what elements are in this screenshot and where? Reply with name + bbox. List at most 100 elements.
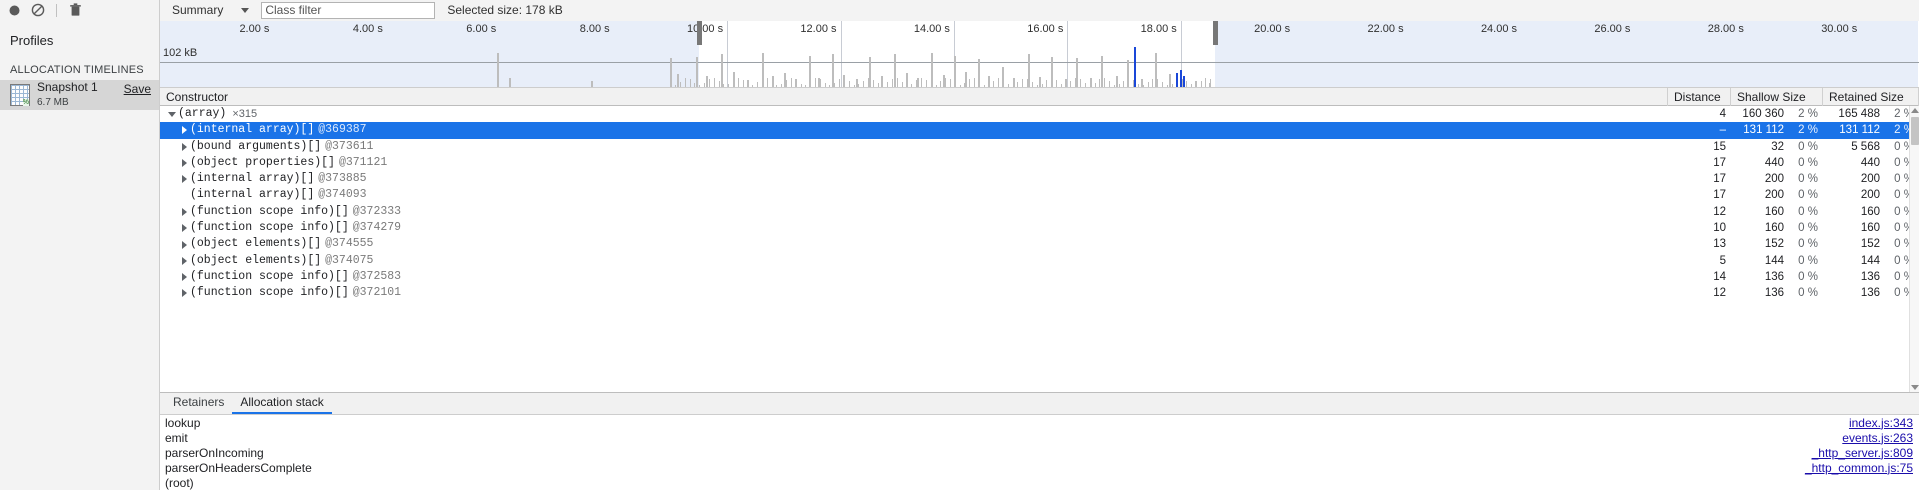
timeline-bar bbox=[863, 80, 865, 87]
timeline-bar bbox=[959, 85, 961, 87]
cell-retained-size: 136 0 % bbox=[1823, 285, 1919, 301]
chevron-right-icon[interactable] bbox=[178, 273, 190, 282]
stack-function-name: parserOnHeadersComplete bbox=[165, 460, 312, 475]
timeline-bar bbox=[1051, 56, 1054, 87]
chevron-right-icon[interactable] bbox=[178, 240, 190, 249]
timeline-bar bbox=[684, 78, 686, 87]
chevron-right-icon[interactable] bbox=[178, 142, 190, 151]
allocation-stack-row[interactable]: emit events.js:263 bbox=[160, 430, 1919, 445]
table-row[interactable]: (object elements)[] @374555 13 152 0 % 152 0 % bbox=[160, 236, 1919, 252]
size-value: 160 bbox=[1764, 222, 1784, 235]
scroll-up-arrow-icon[interactable] bbox=[1911, 108, 1919, 113]
table-row[interactable]: (function scope info)[] @372583 14 136 0 % 13… bbox=[160, 269, 1919, 285]
size-value: 136 bbox=[1764, 287, 1784, 300]
stack-source-link[interactable]: _http_server.js:809 bbox=[1811, 445, 1913, 460]
column-header-distance[interactable]: Distance bbox=[1668, 87, 1731, 106]
cell-shallow-size: 160 0 % bbox=[1731, 204, 1823, 220]
table-row[interactable]: (bound arguments)[] @373611 15 32 0 % 5 568 0 … bbox=[160, 139, 1919, 155]
timeline-bar bbox=[988, 84, 990, 87]
timeline-bar bbox=[772, 75, 775, 87]
table-row[interactable]: (function scope info)[] @372333 12 160 0 % 16… bbox=[160, 204, 1919, 220]
table-row[interactable]: (object properties)[] @371121 17 440 0 % 440 0… bbox=[160, 155, 1919, 171]
timeline-bar bbox=[677, 73, 680, 87]
timeline-bar bbox=[1070, 81, 1072, 87]
chevron-right-icon[interactable] bbox=[178, 224, 190, 233]
timeline-bar bbox=[817, 77, 820, 87]
table-row[interactable]: (function scope info)[] @374279 10 160 0 % 16… bbox=[160, 220, 1919, 236]
stack-source-link[interactable]: _http_common.js:75 bbox=[1804, 460, 1913, 475]
constructor-name: (internal array)[] bbox=[190, 172, 315, 186]
save-snapshot-link[interactable]: Save bbox=[123, 82, 151, 96]
cell-shallow-size: 440 0 % bbox=[1731, 155, 1823, 171]
cell-distance: 17 bbox=[1713, 173, 1726, 186]
cell-shallow-size: 160 360 2 % bbox=[1731, 106, 1823, 122]
timeline-y-label: 102 kB bbox=[163, 47, 198, 59]
allocation-stack-row[interactable]: parserOnHeadersComplete _http_common.js:7… bbox=[160, 460, 1919, 475]
timeline-bar bbox=[824, 82, 826, 87]
tab-retainers[interactable]: Retainers bbox=[173, 395, 225, 409]
chevron-right-icon[interactable] bbox=[178, 256, 190, 265]
table-row[interactable]: (array) ×315 4 160 360 2 % 165 488 2 % bbox=[160, 106, 1919, 122]
allocation-stack-list: lookup index.js:343 emit events.js:263 parse… bbox=[160, 415, 1919, 490]
timeline-bar bbox=[1104, 78, 1106, 87]
cell-constructor: (object elements)[] @374555 bbox=[160, 236, 1668, 252]
instance-count: ×315 bbox=[232, 108, 258, 120]
trash-icon[interactable] bbox=[67, 2, 83, 18]
timeline-tick-label: 16.00 s bbox=[1027, 23, 1064, 35]
timeline-bar bbox=[974, 78, 976, 87]
allocation-stack-row[interactable]: parserOnIncoming _http_server.js:809 bbox=[160, 445, 1919, 460]
chevron-right-icon[interactable] bbox=[178, 289, 190, 298]
timeline-bar bbox=[916, 79, 918, 87]
column-header-shallow-size[interactable]: Shallow Size bbox=[1731, 87, 1823, 106]
timeline-selection-handle-left[interactable] bbox=[696, 21, 702, 45]
table-row[interactable]: (internal array)[] @369387 – 131 112 2 % 131 … bbox=[160, 122, 1919, 139]
chevron-right-icon[interactable] bbox=[178, 207, 190, 216]
timeline-bar bbox=[983, 84, 985, 87]
timeline-bar bbox=[819, 78, 821, 87]
chevron-right-icon[interactable] bbox=[178, 175, 190, 184]
stack-source-link[interactable]: events.js:263 bbox=[1842, 430, 1913, 445]
timeline-tick bbox=[1067, 21, 1069, 87]
column-header-constructor[interactable]: Constructor bbox=[160, 87, 1668, 106]
timeline-bar bbox=[1031, 82, 1033, 87]
no-entry-icon[interactable] bbox=[30, 2, 46, 18]
table-row[interactable]: (internal array)[] @373885 17 200 0 % 200 0 % bbox=[160, 171, 1919, 187]
table-row[interactable]: (function scope info)[] @372101 12 136 0 % 13… bbox=[160, 285, 1919, 301]
allocation-stack-row[interactable]: (root) bbox=[160, 475, 1919, 490]
timeline-bar bbox=[905, 72, 908, 87]
allocation-timeline-chart[interactable]: 102 kB 2.00 s 4.00 s 6.00 s 8.00 s 10.00 s 12… bbox=[160, 21, 1919, 88]
size-percent: 0 % bbox=[1798, 270, 1818, 283]
size-value: 136 bbox=[1764, 270, 1784, 283]
scroll-down-arrow-icon[interactable] bbox=[1911, 385, 1919, 390]
tab-allocation-stack[interactable]: Allocation stack bbox=[232, 392, 332, 414]
timeline-tick-label: 20.00 s bbox=[1254, 23, 1291, 35]
timeline-bar bbox=[1190, 84, 1192, 87]
timeline-bar bbox=[965, 71, 968, 87]
constructor-name: (object elements)[] bbox=[190, 237, 322, 251]
table-vertical-scrollbar[interactable] bbox=[1909, 106, 1919, 392]
timeline-bar bbox=[757, 82, 759, 87]
class-filter-input[interactable] bbox=[261, 1, 436, 19]
cell-shallow-size: 200 0 % bbox=[1731, 171, 1823, 187]
chevron-right-icon[interactable] bbox=[178, 126, 190, 135]
cell-constructor: (bound arguments)[] @373611 bbox=[160, 139, 1668, 155]
table-row[interactable]: (object elements)[] @374075 5 144 0 % 144 0 % bbox=[160, 253, 1919, 269]
chevron-right-icon[interactable] bbox=[178, 159, 190, 168]
chevron-down-icon[interactable] bbox=[166, 111, 178, 117]
scrollbar-thumb[interactable] bbox=[1911, 117, 1919, 145]
record-circle-icon[interactable] bbox=[6, 2, 22, 18]
timeline-bar bbox=[508, 77, 511, 87]
timeline-bar bbox=[1036, 84, 1038, 87]
timeline-bar bbox=[814, 78, 816, 87]
allocation-stack-row[interactable]: lookup index.js:343 bbox=[160, 415, 1919, 430]
timeline-bar bbox=[892, 78, 894, 87]
sidebar-item-snapshot-1[interactable]: Snapshot 1 6.7 MB Save bbox=[0, 80, 159, 110]
view-mode-select[interactable]: Summary bbox=[170, 2, 253, 19]
column-header-retained-size[interactable]: Retained Size bbox=[1823, 87, 1919, 106]
table-row[interactable]: (internal array)[] @374093 17 200 0 % 200 0 % bbox=[160, 187, 1919, 203]
timeline-selection-handle-right[interactable] bbox=[1212, 21, 1218, 45]
cell-retained-size: 160 0 % bbox=[1823, 204, 1919, 220]
timeline-bar bbox=[783, 72, 786, 87]
stack-source-link[interactable]: index.js:343 bbox=[1848, 415, 1913, 430]
cell-distance: 10 bbox=[1713, 222, 1726, 235]
